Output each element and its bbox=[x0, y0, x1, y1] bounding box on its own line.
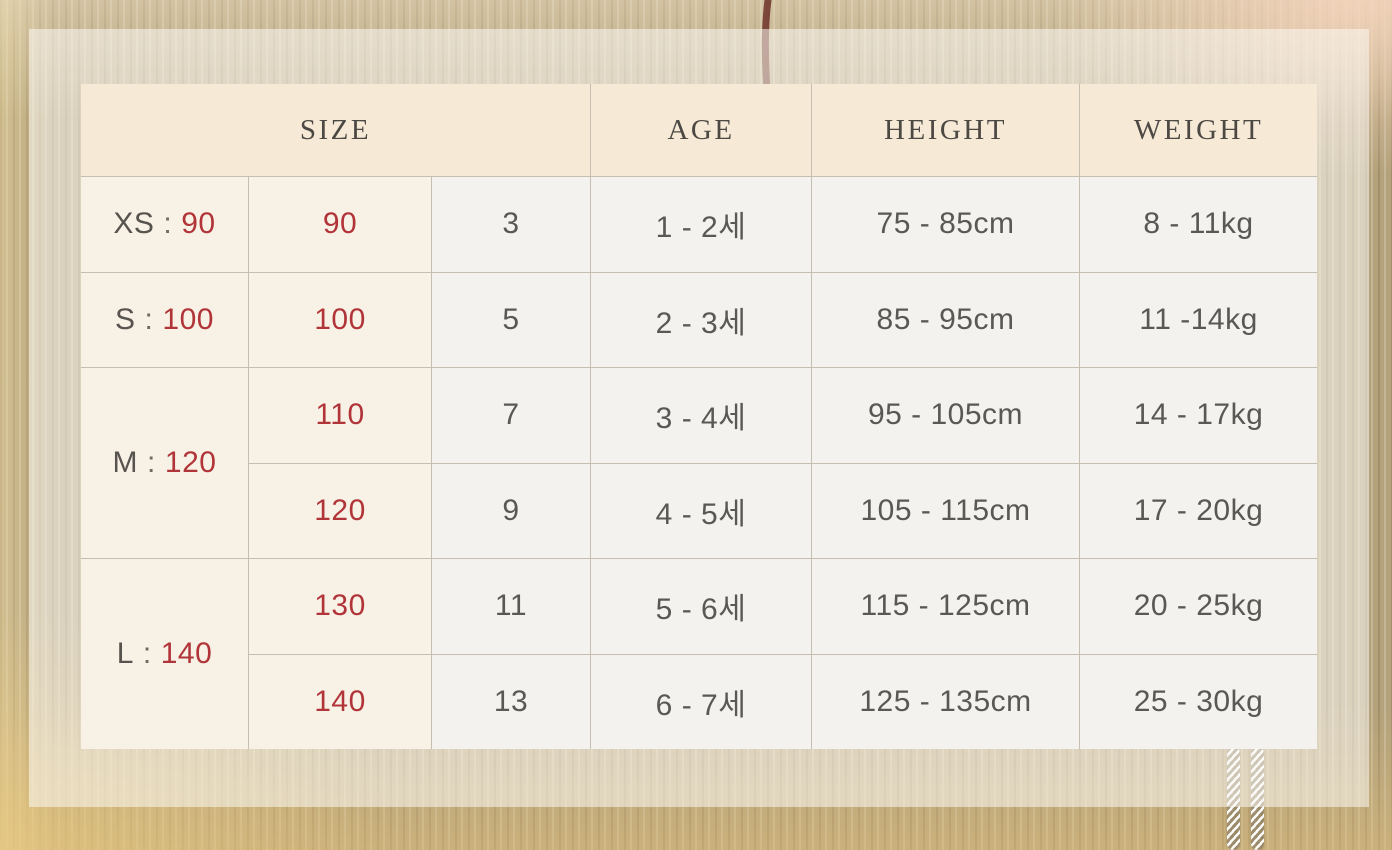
weight-cell: 17 - 20kg bbox=[1080, 463, 1317, 558]
size-group-value: 120 bbox=[164, 446, 217, 479]
size-cell: 130 bbox=[249, 559, 431, 654]
height-cell: 105 - 115cm bbox=[812, 463, 1079, 558]
height-cell: 125 - 135cm bbox=[812, 654, 1079, 749]
weight-cell: 8 - 11kg bbox=[1080, 177, 1317, 272]
height-cell: 115 - 125cm bbox=[812, 559, 1079, 654]
size-column-header: SIZE bbox=[81, 84, 590, 176]
size-group-separator: : bbox=[144, 302, 154, 336]
age-cell: 4 - 5세 bbox=[591, 463, 811, 558]
weight-cell: 25 - 30kg bbox=[1080, 654, 1317, 749]
height-column-header: HEIGHT bbox=[812, 84, 1079, 176]
number-cell: 5 bbox=[432, 272, 590, 367]
size-group-label: S bbox=[115, 302, 136, 336]
size-cell: 110 bbox=[249, 368, 431, 463]
number-cell: 13 bbox=[432, 654, 590, 749]
number-cell: 7 bbox=[432, 368, 590, 463]
weight-cell: 11 -14kg bbox=[1080, 272, 1317, 367]
height-cell: 75 - 85cm bbox=[812, 177, 1079, 272]
size-group-separator: : bbox=[142, 637, 152, 670]
size-group-value: 100 bbox=[162, 302, 214, 336]
size-cell: 140 bbox=[249, 654, 431, 749]
age-cell: 6 - 7세 bbox=[591, 654, 811, 749]
age-cell: 5 - 6세 bbox=[591, 559, 811, 654]
number-cell: 9 bbox=[432, 463, 590, 558]
size-group-value: 140 bbox=[160, 637, 213, 670]
age-column-header: AGE bbox=[591, 84, 811, 176]
size-group-value: 90 bbox=[181, 207, 216, 241]
age-cell: 1 - 2세 bbox=[591, 177, 811, 272]
age-cell: 3 - 4세 bbox=[591, 368, 811, 463]
number-cell: 11 bbox=[432, 559, 590, 654]
weight-cell: 14 - 17kg bbox=[1080, 368, 1317, 463]
height-cell: 95 - 105cm bbox=[812, 368, 1079, 463]
size-group-label: L bbox=[116, 637, 134, 670]
age-cell: 2 - 3세 bbox=[591, 272, 811, 367]
size-group-label: M bbox=[112, 446, 139, 479]
size-group-separator: : bbox=[163, 207, 173, 241]
size-group-label: XS bbox=[113, 207, 155, 241]
height-cell: 85 - 95cm bbox=[812, 272, 1079, 367]
size-chart-table: SIZE AGE HEIGHT WEIGHT XS:90 S:100 M:120… bbox=[81, 84, 1317, 749]
weight-cell: 20 - 25kg bbox=[1080, 559, 1317, 654]
number-cell: 3 bbox=[432, 177, 590, 272]
size-group-cell-s: S:100 bbox=[81, 272, 248, 367]
size-cell: 100 bbox=[249, 272, 431, 367]
size-group-cell-l: L:140 bbox=[81, 559, 248, 749]
size-group-cell-xs: XS:90 bbox=[81, 177, 248, 272]
size-group-separator: : bbox=[147, 446, 156, 479]
size-cell: 120 bbox=[249, 463, 431, 558]
weight-column-header: WEIGHT bbox=[1080, 84, 1317, 176]
size-group-cell-m: M:120 bbox=[81, 368, 248, 558]
size-cell: 90 bbox=[249, 177, 431, 272]
